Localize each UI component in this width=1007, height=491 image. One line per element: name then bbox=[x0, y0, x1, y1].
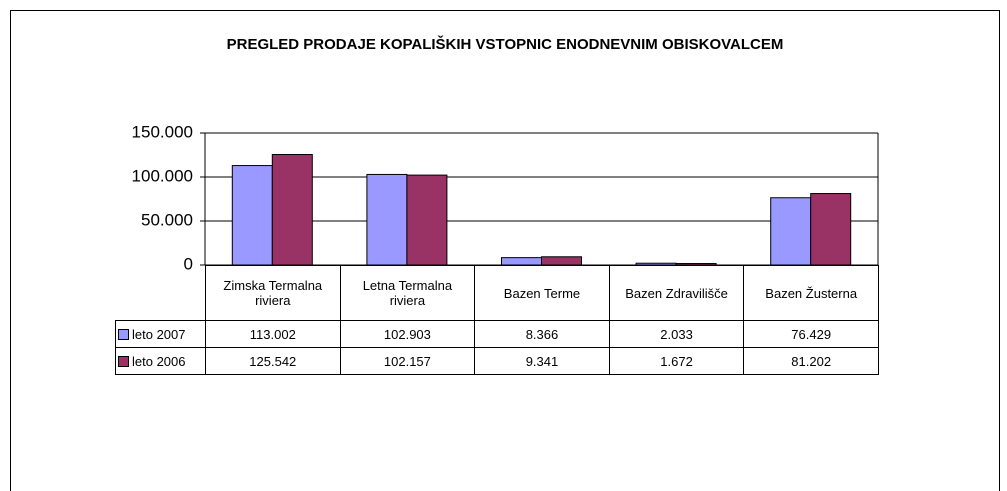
chart-title: PREGLED PRODAJE KOPALIŠKIH VSTOPNIC ENOD… bbox=[227, 35, 784, 53]
legend-cell: leto 2006 bbox=[115, 347, 206, 375]
data-label: 9.341 bbox=[474, 347, 610, 375]
chart-frame bbox=[10, 10, 1000, 491]
x-tick-label: Bazen Žusterna bbox=[743, 265, 879, 321]
legend-label: leto 2007 bbox=[132, 326, 186, 342]
legend-cell: leto 2007 bbox=[115, 320, 206, 348]
legend-key bbox=[118, 355, 129, 367]
data-label: 113.002 bbox=[205, 320, 341, 348]
page: PREGLED PRODAJE KOPALIŠKIH VSTOPNIC ENOD… bbox=[10, 10, 1000, 491]
y-tick-label: 150.000 bbox=[132, 122, 193, 141]
y-tick-label: 0 bbox=[184, 254, 193, 273]
data-label: 76.429 bbox=[743, 320, 879, 348]
data-label: 2.033 bbox=[608, 320, 745, 348]
table-header-row: Zimska Termalna riviera Letna Termalna ri… bbox=[116, 265, 879, 321]
data-label: 8.366 bbox=[474, 320, 610, 348]
data-label: 81.202 bbox=[743, 347, 879, 375]
table-corner bbox=[116, 266, 206, 321]
data-label: 1.672 bbox=[608, 347, 745, 375]
data-label: 102.157 bbox=[339, 347, 476, 375]
y-tick-label: 100.000 bbox=[132, 166, 193, 185]
bar bbox=[810, 193, 852, 266]
x-tick-label: Bazen Zdravilišče bbox=[608, 265, 745, 321]
chart: PREGLED PRODAJE KOPALIŠKIH VSTOPNIC ENOD… bbox=[132, 35, 879, 273]
bar bbox=[541, 256, 582, 266]
bar bbox=[406, 174, 448, 266]
table-row: leto 2006 125.542 102.157 9.341 1.672 81.202 bbox=[115, 347, 879, 375]
bar bbox=[501, 257, 542, 266]
legend-label: leto 2006 bbox=[132, 353, 186, 369]
data-label: 125.542 bbox=[205, 347, 341, 375]
x-tick-label: Zimska Termalna riviera bbox=[205, 265, 341, 321]
bar bbox=[770, 197, 812, 266]
bar bbox=[675, 263, 717, 266]
bar bbox=[366, 173, 408, 266]
bar bbox=[231, 165, 273, 266]
y-tick-label: 50.000 bbox=[141, 210, 193, 229]
legend-key bbox=[118, 328, 129, 340]
table-row: leto 2007 113.002 102.903 8.366 2.033 76.429 bbox=[115, 320, 879, 348]
data-label: 102.903 bbox=[339, 320, 476, 348]
x-tick-label: Bazen Terme bbox=[474, 265, 610, 321]
x-tick-label: Letna Termalna riviera bbox=[339, 265, 476, 321]
data-table: Zimska Termalna riviera Letna Termalna ri… bbox=[115, 265, 879, 375]
bar bbox=[271, 154, 313, 266]
